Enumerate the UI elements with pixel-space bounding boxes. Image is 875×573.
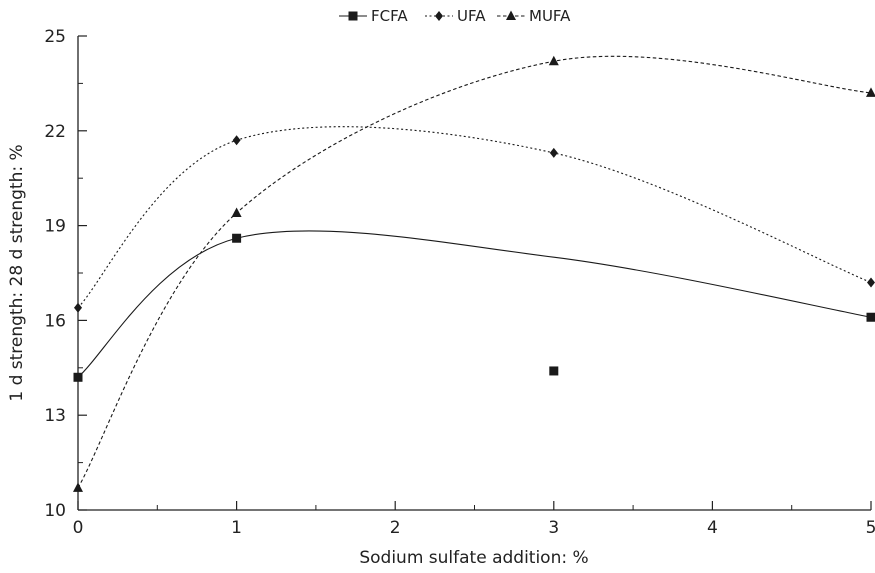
y-tick-label: 19: [44, 217, 66, 237]
x-axis-title: Sodium sulfate addition: %: [359, 548, 588, 568]
legend: FCFA UFA MUFA: [339, 7, 571, 25]
x-tick-label: 5: [866, 518, 875, 538]
x-tick-label: 4: [707, 518, 718, 538]
data-point-mufa: [73, 482, 83, 492]
y-tick-label: 13: [44, 406, 66, 426]
data-point-fcfa: [73, 372, 83, 382]
legend-marker-fcfa: [348, 11, 358, 21]
y-tick-label: 16: [44, 311, 66, 331]
y-tick-label: 10: [44, 501, 66, 521]
curves: [77, 55, 872, 489]
markers: [73, 55, 875, 492]
legend-marker-ufa: [435, 11, 443, 21]
series-line-mufa: [77, 55, 872, 489]
ticks: 0 1 2 3 4 5 10 13 16 19 22 25: [44, 27, 875, 538]
legend-label-fcfa: FCFA: [371, 7, 408, 25]
legend-marker-mufa: [506, 10, 516, 20]
series-line-ufa: [77, 126, 872, 309]
data-point-ufa: [867, 277, 875, 288]
data-point-mufa: [866, 87, 875, 97]
axes: [77, 36, 871, 511]
x-tick-label: 3: [548, 518, 559, 538]
data-point-ufa: [232, 135, 241, 146]
y-tick-label: 25: [44, 27, 66, 47]
y-tick-label: 22: [44, 122, 66, 142]
data-point-mufa: [231, 207, 242, 217]
data-point-ufa: [549, 147, 558, 158]
data-point-fcfa: [866, 312, 875, 322]
data-point-ufa: [74, 302, 82, 313]
x-tick-label: 2: [390, 518, 401, 538]
data-point-fcfa: [549, 366, 559, 376]
data-point-fcfa: [232, 233, 242, 243]
y-axis-title: 1 d strength: 28 d strength: %: [7, 144, 27, 401]
x-tick-label: 0: [73, 518, 84, 538]
legend-label-mufa: MUFA: [529, 7, 571, 25]
series-line-fcfa: [77, 230, 872, 378]
x-tick-label: 1: [231, 518, 242, 538]
legend-label-ufa: UFA: [457, 7, 486, 25]
data-point-mufa: [548, 55, 559, 66]
